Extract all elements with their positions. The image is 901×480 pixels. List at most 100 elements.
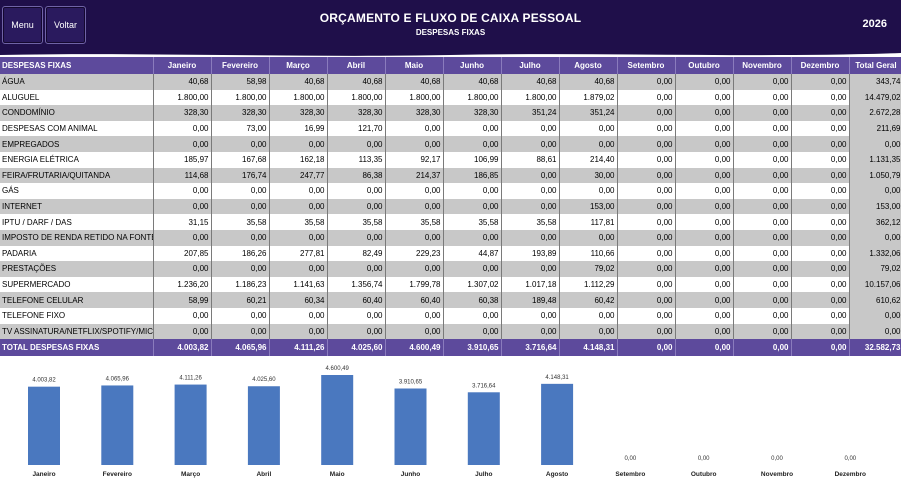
table-cell[interactable]: 92,17	[385, 151, 444, 168]
table-cell[interactable]: 0,00	[617, 120, 676, 137]
table-cell[interactable]: 40,68	[559, 74, 618, 90]
table-cell[interactable]: 176,74	[211, 167, 270, 184]
table-cell[interactable]: 82,49	[327, 245, 386, 262]
table-cell[interactable]: 0,00	[791, 151, 850, 168]
table-cell[interactable]: 0,00	[791, 198, 850, 215]
table-cell[interactable]: 0,00	[733, 120, 792, 137]
row-total-cell[interactable]: 2.672,28	[849, 105, 901, 121]
table-cell[interactable]: 0,00	[385, 229, 444, 246]
table-cell[interactable]: 0,00	[501, 120, 560, 137]
table-cell[interactable]: 0,00	[559, 183, 618, 199]
table-cell[interactable]: 0,00	[269, 136, 328, 152]
table-cell[interactable]: 0,00	[385, 136, 444, 152]
table-cell[interactable]: 60,38	[443, 292, 502, 308]
table-cell[interactable]: 0,00	[327, 323, 386, 340]
table-cell[interactable]: 1.800,00	[269, 89, 328, 106]
table-cell[interactable]: 0,00	[617, 229, 676, 246]
table-cell[interactable]: 328,30	[153, 105, 212, 121]
table-cell[interactable]: 0,00	[385, 198, 444, 215]
table-cell[interactable]: 185,97	[153, 151, 212, 168]
table-cell[interactable]: 0,00	[211, 229, 270, 246]
table-cell[interactable]: 0,00	[733, 105, 792, 121]
table-cell[interactable]: 1.800,00	[211, 89, 270, 106]
table-cell[interactable]: 40,68	[269, 74, 328, 90]
table-cell[interactable]: 40,68	[501, 74, 560, 90]
table-cell[interactable]: 1.141,63	[269, 276, 328, 293]
row-total-cell[interactable]: 0,00	[849, 183, 901, 199]
table-cell[interactable]: 328,30	[385, 105, 444, 121]
table-cell[interactable]: 88,61	[501, 151, 560, 168]
table-cell[interactable]: 0,00	[675, 183, 734, 199]
row-total-cell[interactable]: 10.157,06	[849, 276, 901, 293]
table-cell[interactable]: 0,00	[443, 307, 502, 324]
table-cell[interactable]: 0,00	[443, 198, 502, 215]
table-cell[interactable]: 0,00	[675, 214, 734, 230]
table-cell[interactable]: 0,00	[385, 261, 444, 277]
table-cell[interactable]: 0,00	[153, 307, 212, 324]
table-cell[interactable]: 0,00	[269, 183, 328, 199]
table-cell[interactable]: 1.236,20	[153, 276, 212, 293]
table-cell[interactable]: 0,00	[617, 323, 676, 340]
table-cell[interactable]: 0,00	[733, 323, 792, 340]
table-cell[interactable]: 114,68	[153, 167, 212, 184]
table-cell[interactable]: 110,66	[559, 245, 618, 262]
table-cell[interactable]: 0,00	[617, 151, 676, 168]
table-cell[interactable]: 0,00	[791, 74, 850, 90]
table-cell[interactable]: 0,00	[269, 198, 328, 215]
table-cell[interactable]: 0,00	[617, 74, 676, 90]
table-cell[interactable]: 0,00	[501, 198, 560, 215]
table-cell[interactable]: 0,00	[675, 229, 734, 246]
table-cell[interactable]: 0,00	[327, 229, 386, 246]
table-cell[interactable]: 0,00	[269, 261, 328, 277]
table-cell[interactable]: 0,00	[153, 261, 212, 277]
table-cell[interactable]: 0,00	[269, 323, 328, 340]
table-cell[interactable]: 0,00	[675, 89, 734, 106]
table-cell[interactable]: 0,00	[733, 261, 792, 277]
table-cell[interactable]: 30,00	[559, 167, 618, 184]
table-cell[interactable]: 86,38	[327, 167, 386, 184]
table-cell[interactable]: 0,00	[559, 120, 618, 137]
table-cell[interactable]: 0,00	[675, 167, 734, 184]
table-cell[interactable]: 73,00	[211, 120, 270, 137]
table-cell[interactable]: 0,00	[443, 323, 502, 340]
row-total-cell[interactable]: 79,02	[849, 261, 901, 277]
table-cell[interactable]: 0,00	[385, 183, 444, 199]
table-cell[interactable]: 79,02	[559, 261, 618, 277]
table-cell[interactable]: 0,00	[153, 136, 212, 152]
table-cell[interactable]: 0,00	[617, 245, 676, 262]
table-cell[interactable]: 0,00	[501, 136, 560, 152]
table-cell[interactable]: 277,81	[269, 245, 328, 262]
table-cell[interactable]: 0,00	[733, 292, 792, 308]
table-cell[interactable]: 328,30	[443, 105, 502, 121]
table-cell[interactable]: 0,00	[791, 167, 850, 184]
table-cell[interactable]: 0,00	[791, 292, 850, 308]
table-cell[interactable]: 1.800,00	[153, 89, 212, 106]
table-cell[interactable]: 0,00	[733, 151, 792, 168]
table-cell[interactable]: 328,30	[327, 105, 386, 121]
table-cell[interactable]: 189,48	[501, 292, 560, 308]
table-cell[interactable]: 0,00	[559, 323, 618, 340]
table-cell[interactable]: 0,00	[733, 307, 792, 324]
table-cell[interactable]: 153,00	[559, 198, 618, 215]
table-cell[interactable]: 60,21	[211, 292, 270, 308]
table-cell[interactable]: 1.017,18	[501, 276, 560, 293]
table-cell[interactable]: 0,00	[211, 261, 270, 277]
table-cell[interactable]: 0,00	[327, 136, 386, 152]
table-cell[interactable]: 0,00	[733, 74, 792, 90]
table-cell[interactable]: 16,99	[269, 120, 328, 137]
table-cell[interactable]: 0,00	[269, 229, 328, 246]
row-total-cell[interactable]: 0,00	[849, 307, 901, 324]
table-cell[interactable]: 0,00	[617, 198, 676, 215]
table-cell[interactable]: 35,58	[327, 214, 386, 230]
table-cell[interactable]: 247,77	[269, 167, 328, 184]
table-cell[interactable]: 1.186,23	[211, 276, 270, 293]
table-cell[interactable]: 0,00	[733, 198, 792, 215]
table-cell[interactable]: 0,00	[327, 183, 386, 199]
table-cell[interactable]: 351,24	[501, 105, 560, 121]
row-total-cell[interactable]: 610,62	[849, 292, 901, 308]
row-total-cell[interactable]: 1.131,35	[849, 151, 901, 168]
table-cell[interactable]: 0,00	[733, 276, 792, 293]
table-cell[interactable]: 0,00	[211, 307, 270, 324]
table-cell[interactable]: 1.800,00	[327, 89, 386, 106]
table-cell[interactable]: 0,00	[385, 120, 444, 137]
